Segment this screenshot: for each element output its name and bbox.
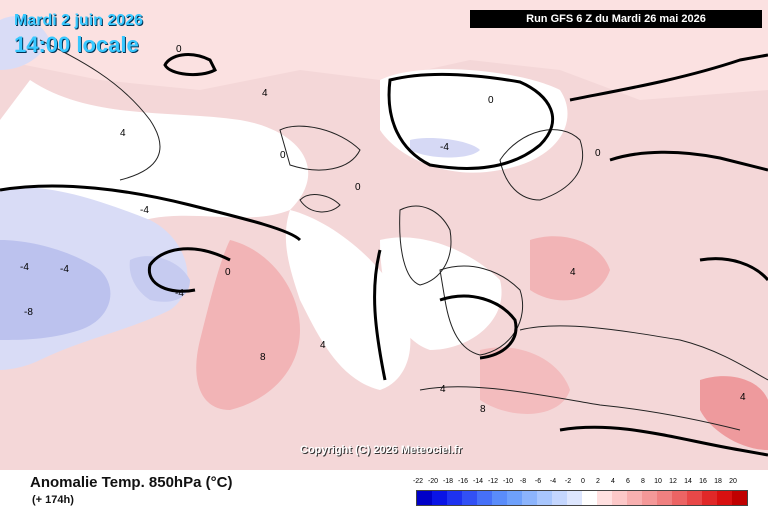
isoline-label: 8 (480, 404, 486, 415)
color-scale-swatch (642, 491, 657, 505)
warm-anomaly-central-europe (530, 236, 610, 301)
isoline-label: 0 (280, 150, 286, 161)
color-scale-swatch (552, 491, 567, 505)
color-scale-tick-label: -12 (487, 478, 499, 485)
color-scale-swatch (612, 491, 627, 505)
lead-time: (+ 174h) (32, 494, 74, 506)
color-scale-bar (416, 490, 748, 506)
color-scale-swatch (567, 491, 582, 505)
isoline-label: 0 (355, 182, 361, 193)
isoline-label: -4 (175, 288, 184, 299)
color-scale-swatch (717, 491, 732, 505)
isoline-label: 4 (262, 88, 268, 99)
variable-title: Anomalie Temp. 850hPa (°C) (30, 474, 233, 491)
color-scale-swatch (597, 491, 612, 505)
color-scale-tick-label: 14 (684, 478, 692, 485)
forecast-date: Mardi 2 juin 2026 (14, 12, 143, 29)
color-scale-tick-label: -20 (427, 478, 439, 485)
color-scale-swatch (492, 491, 507, 505)
isoline-label: -4 (140, 205, 149, 216)
color-scale-swatch (702, 491, 717, 505)
color-scale-tick-label: -4 (549, 478, 557, 485)
color-scale-swatch (522, 491, 537, 505)
color-scale-tick-label: -18 (442, 478, 454, 485)
color-scale-tick-label: -2 (564, 478, 572, 485)
isoline-label: -4 (20, 262, 29, 273)
color-scale-swatch (477, 491, 492, 505)
color-scale-swatch (672, 491, 687, 505)
isoline-label: 4 (740, 392, 746, 403)
color-scale-tick-label: 4 (611, 478, 615, 485)
color-scale-swatch (582, 491, 597, 505)
isoline-label: 4 (320, 340, 326, 351)
color-scale-tick-label: 6 (626, 478, 630, 485)
temperature-anomaly-map: 0 4 8 -4 -8 4 0 -4 4 8 0 -4 4 -4 0 4 -4 … (0, 0, 768, 470)
color-scale-tick-label: -10 (502, 478, 514, 485)
color-scale-tick-label: -22 (412, 478, 424, 485)
neutral-area-france (380, 237, 502, 350)
coastlines (39, 39, 768, 431)
color-scale-swatch (447, 491, 462, 505)
color-scale-tick-label: 8 (641, 478, 645, 485)
color-scale-swatch (417, 491, 432, 505)
color-scale-tick-label: 0 (581, 478, 585, 485)
isoline-labels: 0 4 8 -4 -8 4 0 -4 4 8 0 -4 4 -4 0 4 -4 … (20, 44, 746, 415)
color-scale-swatch (657, 491, 672, 505)
isoline-label: 4 (120, 128, 126, 139)
isoline-label: 0 (225, 267, 231, 278)
warm-anomaly-east (700, 376, 768, 450)
isoline-label: -4 (440, 142, 449, 153)
color-scale-tick-label: 12 (669, 478, 677, 485)
isoline-label: 4 (440, 384, 446, 395)
color-scale-tick-label: 16 (699, 478, 707, 485)
color-scale-swatch (687, 491, 702, 505)
color-scale-swatch (627, 491, 642, 505)
color-scale-tick-label: 20 (729, 478, 737, 485)
cold-anomaly-norway (410, 138, 480, 158)
color-scale-swatch (537, 491, 552, 505)
copyright-notice: Copyright (C) 2026 Meteociel.fr (300, 444, 462, 456)
color-scale-tick-label: 2 (596, 478, 600, 485)
color-scale-swatch (732, 491, 747, 505)
color-scale-tick-label: -6 (534, 478, 542, 485)
warm-anomaly-atlantic (196, 240, 300, 410)
isoline-label: -8 (24, 307, 33, 318)
isoline-label: 0 (176, 44, 182, 55)
color-scale-tick-label: -16 (457, 478, 469, 485)
isoline-label: -4 (60, 264, 69, 275)
warm-anomaly-africa (480, 347, 570, 414)
color-scale-tick-label: 18 (714, 478, 722, 485)
color-scale-tick-label: -8 (519, 478, 527, 485)
color-scale-swatch (507, 491, 522, 505)
color-scale-tick-label: 10 (654, 478, 662, 485)
isoline-label: 0 (488, 95, 494, 106)
isoline-label: 4 (570, 267, 576, 278)
cold-anomaly-core (0, 240, 111, 340)
forecast-time: 14:00 locale (14, 32, 139, 57)
color-scale-swatch (432, 491, 447, 505)
zero-isolines (0, 53, 768, 457)
color-scale-tick-label: -14 (472, 478, 484, 485)
cold-anomaly-northwest (0, 16, 50, 71)
color-scale-swatch (462, 491, 477, 505)
model-run-label: Run GFS 6 Z du Mardi 26 mai 2026 (470, 10, 762, 28)
color-scale-ticks: -22 -20 -18 -16 -14 -12 -10 -8 -6 -4 -2 0 2 4 6 8 10 12 14… (413, 478, 748, 488)
isoline-label: 8 (260, 352, 266, 363)
isoline-label: 0 (595, 148, 601, 159)
